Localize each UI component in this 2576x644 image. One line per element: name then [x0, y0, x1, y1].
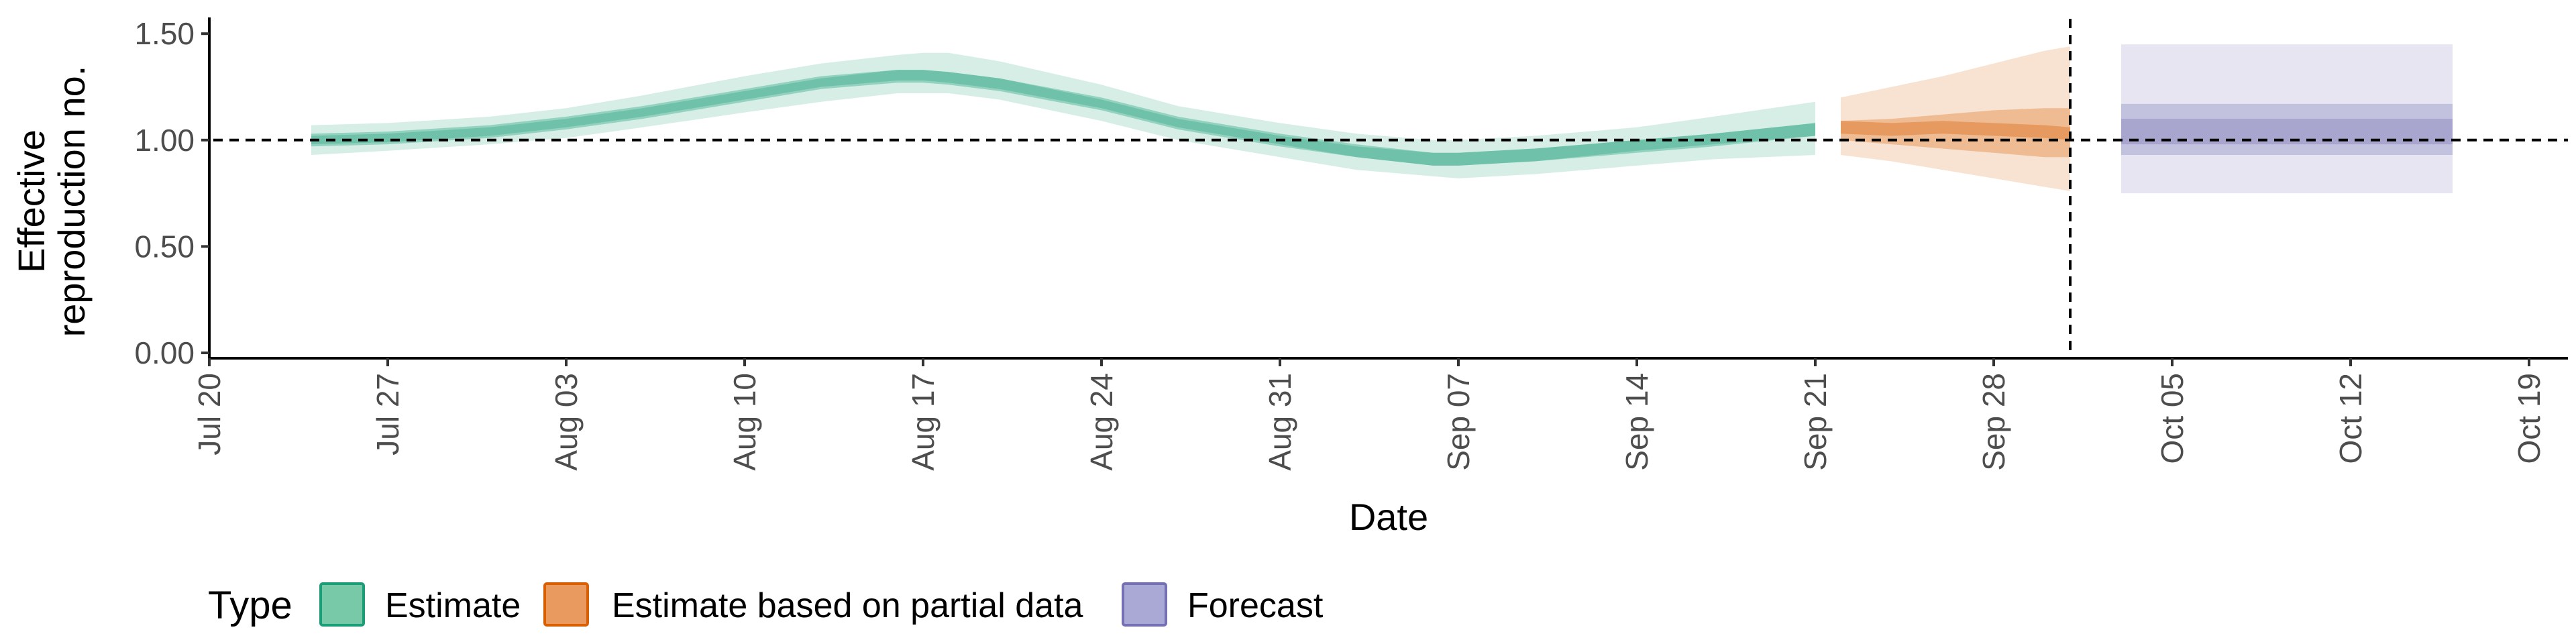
- x-tick-label: Aug 17: [906, 373, 941, 471]
- band-90-estimate-based-on-partial-data: [1841, 46, 2070, 191]
- axes: 0.00 0.50 1.00 1.50 Jul 20 Jul 27 Aug 03 Aug 10…: [134, 16, 2568, 471]
- x-tick-label: Aug 03: [549, 373, 584, 471]
- x-tick-label: Sep 07: [1441, 373, 1476, 471]
- legend-label-forecast: Forecast: [1187, 586, 1324, 625]
- x-tick-label: Aug 10: [727, 373, 762, 471]
- y-tick-label: 0.50: [134, 229, 195, 264]
- median-band-estimate: [311, 70, 1815, 166]
- band-layer: [311, 44, 2453, 194]
- y-tick-label: 1.50: [134, 16, 195, 51]
- x-tick-label: Jul 27: [370, 373, 405, 455]
- x-tick-label: Aug 31: [1263, 373, 1297, 471]
- y-axis-title-line-2: reproduction no.: [50, 66, 93, 337]
- y-axis-title-line-1: Effective: [10, 129, 52, 273]
- band-50-estimate-based-on-partial-data: [1841, 108, 2070, 158]
- legend-key-estimate: [319, 582, 365, 627]
- band-50-estimate: [311, 70, 1815, 166]
- band-90-estimate: [311, 52, 1815, 178]
- x-tick-label: Sep 14: [1619, 373, 1654, 471]
- x-tick-label: Oct 19: [2512, 373, 2546, 464]
- median-band-estimate-based-on-partial-data: [1841, 121, 2070, 140]
- y-tick-label: 1.00: [134, 123, 195, 158]
- y-tick-label: 0.00: [134, 335, 195, 370]
- legend-label-partial: Estimate based on partial data: [612, 586, 1083, 625]
- x-axis-title: Date: [1349, 496, 1428, 538]
- x-tick-label: Oct 05: [2155, 373, 2190, 464]
- x-tick-label: Aug 24: [1084, 373, 1119, 471]
- x-tick-label: Sep 21: [1798, 373, 1833, 471]
- reference-lines: [213, 19, 2568, 353]
- legend-title: Type: [208, 584, 292, 627]
- legend-key-forecast: [1122, 582, 1167, 627]
- band-90-forecast: [2121, 44, 2453, 194]
- median-band-forecast: [2121, 119, 2453, 145]
- legend-label-estimate: Estimate: [385, 586, 521, 625]
- legend-key-partial: [543, 582, 589, 627]
- band-50-forecast: [2121, 103, 2453, 155]
- x-tick-label: Oct 12: [2333, 373, 2368, 464]
- x-tick-label: Sep 28: [1976, 373, 2011, 471]
- x-tick-label: Jul 20: [192, 373, 227, 455]
- y-axis-title: Effective reproduction no.: [10, 66, 93, 337]
- legend: Type Estimate Estimate based on partial …: [208, 582, 1324, 627]
